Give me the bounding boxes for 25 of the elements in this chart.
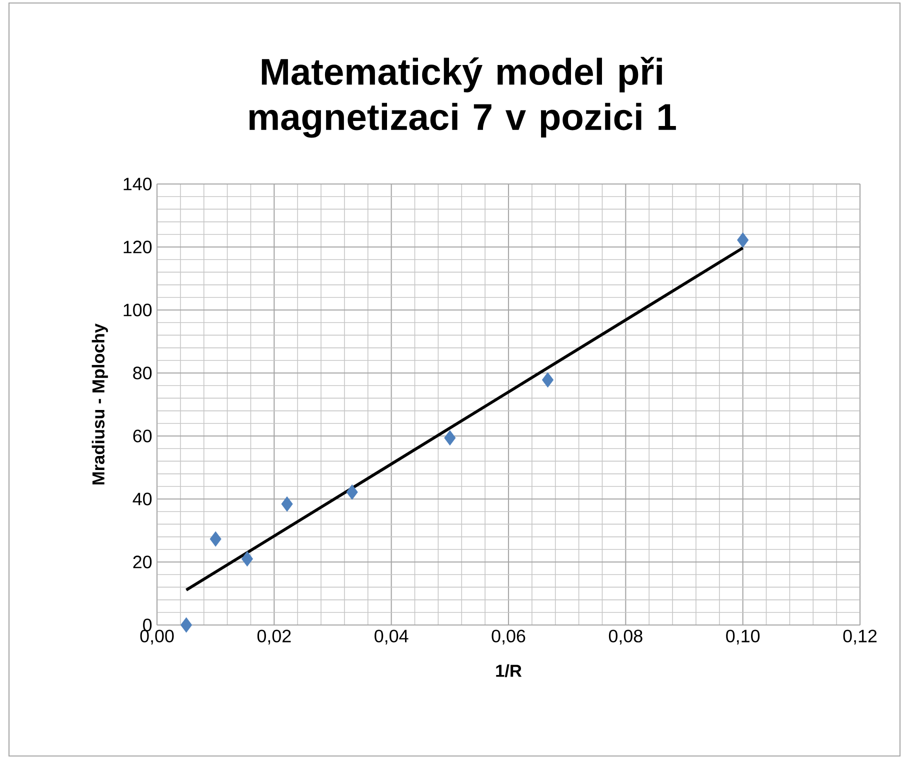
point [444,430,456,446]
point [737,232,749,248]
y-tick-label: 80 [133,366,152,380]
point [281,496,293,512]
point [180,617,192,633]
x-axis-title: 1/R [496,664,522,678]
y-tick-label: 100 [124,304,152,316]
chart-title: Matematický model při magnetizaci 7 v pozici 1 [249,56,676,138]
x-tick-label: 0,06 [492,630,526,645]
y-axis-title: Mradiusu - Mplochy [92,324,108,484]
y-tick-label: 40 [132,492,152,506]
x-tick-label: 0,08 [608,630,642,645]
x-tick-label: 0,00 [140,630,174,645]
point [241,551,253,566]
x-tick-label: 0,12 [843,630,877,645]
point [346,484,358,500]
y-tick-label: 20 [133,556,152,568]
x-tick-label: 0,02 [257,630,291,645]
y-tick-label: 60 [133,430,152,442]
x-tick-label: 0,10 [726,630,760,645]
x-tick-label: 0,04 [374,630,408,645]
point [210,531,222,547]
y-tick-label: 140 [124,178,152,190]
y-tick-label: 120 [124,240,152,254]
point [542,372,554,388]
